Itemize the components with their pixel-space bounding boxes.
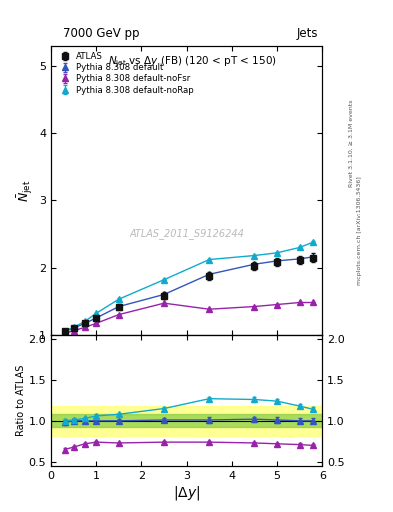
Text: ATLAS_2011_S9126244: ATLAS_2011_S9126244 xyxy=(129,228,244,239)
Legend: ATLAS, Pythia 8.308 default, Pythia 8.308 default-noFsr, Pythia 8.308 default-no: ATLAS, Pythia 8.308 default, Pythia 8.30… xyxy=(55,50,196,96)
Y-axis label: $\bar{N}_\mathrm{jet}$: $\bar{N}_\mathrm{jet}$ xyxy=(15,179,35,202)
Y-axis label: Ratio to ATLAS: Ratio to ATLAS xyxy=(16,365,26,436)
Text: Rivet 3.1.10, ≥ 3.1M events: Rivet 3.1.10, ≥ 3.1M events xyxy=(349,100,354,187)
Bar xyxy=(51,414,322,428)
Text: $N_\mathrm{jet}$ vs $\Delta y$ (FB) (120 < pT < 150): $N_\mathrm{jet}$ vs $\Delta y$ (FB) (120… xyxy=(108,55,277,69)
Text: 7000 GeV pp: 7000 GeV pp xyxy=(63,27,140,40)
Text: mcplots.cern.ch [arXiv:1306.3436]: mcplots.cern.ch [arXiv:1306.3436] xyxy=(357,176,362,285)
X-axis label: $|\Delta y|$: $|\Delta y|$ xyxy=(173,483,200,502)
Bar xyxy=(51,406,322,436)
Text: Jets: Jets xyxy=(297,27,318,40)
